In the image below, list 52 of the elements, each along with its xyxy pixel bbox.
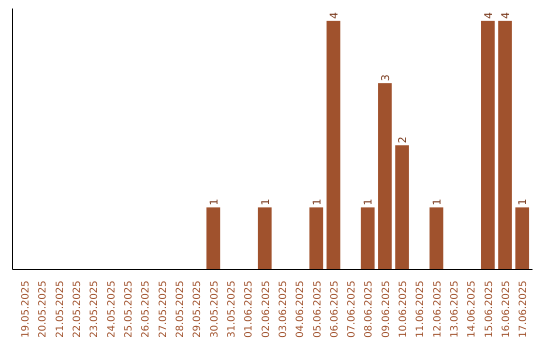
x-tick-label: 19.05.2025 xyxy=(20,280,32,338)
bar xyxy=(258,207,272,270)
x-tick-label: 20.05.2025 xyxy=(38,280,49,338)
x-tick-label: 25.05.2025 xyxy=(123,280,134,338)
x-tick-label: 30.05.2025 xyxy=(209,280,220,338)
x-tick-label: 07.06.2025 xyxy=(346,280,358,338)
data-label: 4 xyxy=(499,12,512,19)
x-tick-label: 08.06.2025 xyxy=(364,280,375,338)
data-label: 1 xyxy=(310,198,324,206)
data-label: 1 xyxy=(207,198,220,206)
data-label: 1 xyxy=(258,198,272,206)
x-tick-label: 06.06.2025 xyxy=(329,280,340,338)
x-tick-label: 12.06.2025 xyxy=(432,280,444,338)
bar xyxy=(206,207,220,270)
bar xyxy=(309,207,324,270)
x-tick-label: 23.05.2025 xyxy=(89,280,100,338)
bar xyxy=(481,20,495,270)
x-tick-label: 01.06.2025 xyxy=(244,280,255,338)
x-tick-label: 17.06.2025 xyxy=(518,280,530,338)
x-tick-label: 02.06.2025 xyxy=(260,280,272,338)
x-tick-label: 05.06.2025 xyxy=(312,280,324,338)
x-tick-label: 31.05.2025 xyxy=(226,280,238,338)
bar xyxy=(515,207,530,270)
bar xyxy=(378,83,392,270)
x-tick-label: 13.06.2025 xyxy=(450,280,461,338)
x-tick-label: 28.05.2025 xyxy=(174,280,186,338)
x-tick-label: 04.06.2025 xyxy=(295,280,306,338)
x-tick-label: 24.05.2025 xyxy=(106,280,118,338)
bar xyxy=(360,207,375,270)
x-tick-label: 03.06.2025 xyxy=(278,280,289,338)
data-label: 4 xyxy=(482,12,495,19)
x-tick-label: 11.06.2025 xyxy=(415,280,426,338)
x-tick-label: 10.06.2025 xyxy=(398,280,410,338)
bar xyxy=(326,20,340,270)
x-tick-label: 21.05.2025 xyxy=(54,280,66,338)
x-tick-label: 16.06.2025 xyxy=(501,280,512,338)
data-label: 1 xyxy=(430,198,444,206)
data-label: 1 xyxy=(362,198,375,206)
bar xyxy=(498,20,512,270)
data-label: 4 xyxy=(327,12,340,19)
data-label: 3 xyxy=(378,74,392,82)
x-tick-label: 26.05.2025 xyxy=(140,280,152,338)
bar xyxy=(395,145,409,270)
x-tick-label: 27.05.2025 xyxy=(158,280,169,338)
bar xyxy=(430,207,444,270)
data-label: 1 xyxy=(516,198,530,206)
x-tick-label: 14.06.2025 xyxy=(466,280,478,338)
x-tick-label: 09.06.2025 xyxy=(380,280,392,338)
x-tick-label: 15.06.2025 xyxy=(484,280,495,338)
x-tick-label: 22.05.2025 xyxy=(72,280,83,338)
data-label: 2 xyxy=(396,136,410,144)
x-tick-label: 29.05.2025 xyxy=(192,280,204,338)
